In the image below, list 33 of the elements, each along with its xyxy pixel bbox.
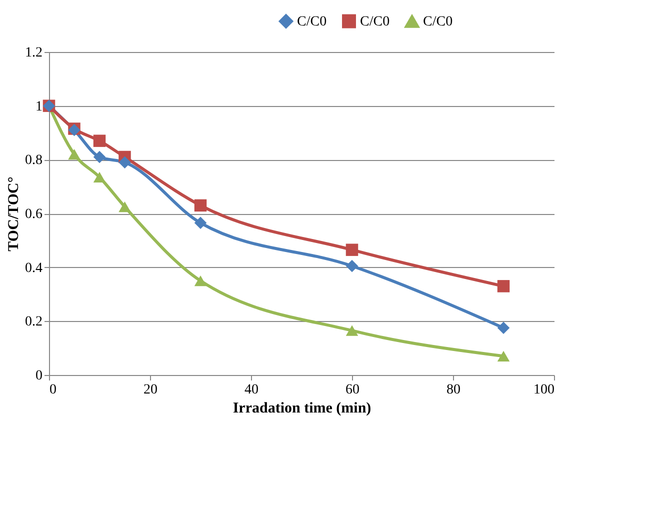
x-tick-label: 80 <box>446 382 460 398</box>
point <box>194 275 207 286</box>
y-tick-label: 0.2 <box>25 314 42 330</box>
legend-label: C/C0 <box>297 14 327 30</box>
legend-label: C/C0 <box>360 14 390 30</box>
point <box>118 201 131 212</box>
x-tick-label: 100 <box>534 382 554 398</box>
y-tick-label: 1 <box>36 99 42 114</box>
point <box>93 150 106 164</box>
y-tick-label: 0 <box>36 368 42 384</box>
y-axis-title: TOC/TOC° <box>6 176 22 252</box>
y-tick-label: 0.8 <box>25 153 42 168</box>
point <box>497 280 510 292</box>
point <box>68 148 80 160</box>
point <box>346 260 358 272</box>
x-tick-label: 60 <box>346 382 360 398</box>
point <box>497 322 510 334</box>
point <box>497 350 510 362</box>
x-tick-label: 20 <box>144 382 158 398</box>
y-tick-label: 0.4 <box>25 260 42 276</box>
point <box>346 244 358 256</box>
legend-label: C/C0 <box>423 14 453 30</box>
point <box>194 199 207 212</box>
point <box>93 172 106 182</box>
point <box>93 134 106 147</box>
y-tick-label: 1.2 <box>25 46 42 60</box>
y-tick-label: 0.6 <box>25 207 42 222</box>
x-axis-title: Irradation time (min) <box>232 400 372 416</box>
point <box>346 325 358 336</box>
point <box>118 156 131 168</box>
x-tick-label: 0 <box>50 382 56 398</box>
x-tick-label: 40 <box>244 382 258 398</box>
point <box>194 216 207 230</box>
